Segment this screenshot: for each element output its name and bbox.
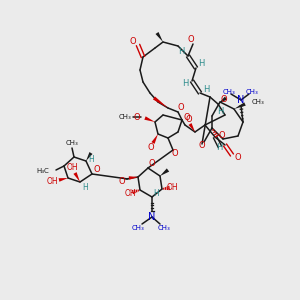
Polygon shape: [129, 176, 138, 180]
Text: CH₃: CH₃: [158, 225, 170, 231]
Text: H: H: [216, 142, 222, 152]
Text: O: O: [178, 103, 184, 112]
Text: N: N: [237, 95, 245, 105]
Text: O: O: [221, 94, 227, 103]
Text: H: H: [182, 80, 188, 88]
Text: OH: OH: [124, 188, 136, 197]
Text: O: O: [148, 142, 154, 152]
Text: O: O: [172, 148, 178, 158]
Polygon shape: [58, 178, 68, 182]
Text: OH: OH: [166, 182, 178, 191]
Polygon shape: [153, 97, 168, 108]
Text: OH: OH: [46, 176, 58, 185]
Text: H: H: [88, 154, 94, 164]
Text: O: O: [119, 176, 125, 185]
Text: CH₃: CH₃: [246, 89, 258, 95]
Polygon shape: [188, 123, 195, 132]
Text: H: H: [178, 46, 184, 56]
Polygon shape: [155, 32, 163, 42]
Text: O: O: [235, 152, 241, 161]
Text: O: O: [199, 142, 205, 151]
Text: H: H: [153, 188, 159, 197]
Polygon shape: [160, 168, 169, 176]
Text: O: O: [94, 166, 100, 175]
Text: O: O: [186, 116, 192, 124]
Text: H₃C: H₃C: [36, 168, 49, 174]
Text: O: O: [130, 37, 136, 46]
Polygon shape: [86, 152, 92, 161]
Polygon shape: [74, 172, 80, 182]
Text: CH₃: CH₃: [118, 114, 131, 120]
Polygon shape: [218, 97, 227, 104]
Text: CH₃: CH₃: [66, 140, 78, 146]
Polygon shape: [234, 102, 246, 109]
Text: H: H: [217, 107, 223, 116]
Polygon shape: [152, 134, 158, 144]
Text: CH₃: CH₃: [252, 99, 265, 105]
Text: O: O: [184, 112, 190, 122]
Text: H: H: [82, 182, 88, 191]
Text: H: H: [203, 85, 209, 94]
Text: O: O: [219, 131, 225, 140]
Text: O: O: [149, 160, 155, 169]
Text: O: O: [188, 34, 194, 43]
Text: H: H: [198, 58, 204, 68]
Text: CH₃: CH₃: [132, 225, 144, 231]
Text: N: N: [148, 212, 156, 222]
Text: CH₃: CH₃: [223, 89, 236, 95]
Text: O: O: [134, 112, 140, 122]
Text: OH: OH: [66, 164, 78, 172]
Polygon shape: [144, 116, 155, 122]
